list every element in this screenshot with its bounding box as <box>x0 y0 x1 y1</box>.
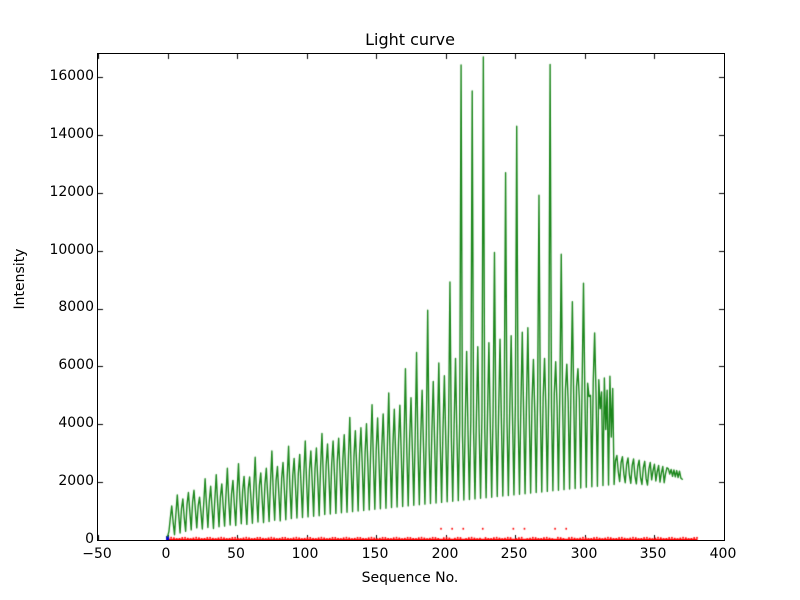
x-tick-label-50: 50 <box>227 546 245 562</box>
x-tick-label-150: 150 <box>361 546 389 562</box>
light-curve-plot <box>98 54 724 540</box>
y-tick-label-6000: 6000 <box>58 357 94 373</box>
y-tick-label-2000: 2000 <box>58 473 94 489</box>
plot-area <box>97 53 725 541</box>
x-tick-label-300: 300 <box>570 546 598 562</box>
y-tick-label-4000: 4000 <box>58 415 94 431</box>
x-axis-label: Sequence No. <box>361 570 459 586</box>
x-tick-label-250: 250 <box>500 546 528 562</box>
y-tick-label-10000: 10000 <box>49 242 94 258</box>
x-tick-label-200: 200 <box>431 546 459 562</box>
x-tick-label-400: 400 <box>709 546 737 562</box>
x-tick-label-100: 100 <box>291 546 319 562</box>
x-tick-label-neg50: −50 <box>82 546 112 562</box>
y-tick-label-0: 0 <box>85 531 94 547</box>
y-tick-label-16000: 16000 <box>49 68 94 84</box>
y-tick-label-8000: 8000 <box>58 299 94 315</box>
x-tick-label-350: 350 <box>639 546 667 562</box>
x-tick-label-0: 0 <box>161 546 171 562</box>
page-title: Light curve <box>365 30 455 49</box>
y-tick-label-12000: 12000 <box>49 184 94 200</box>
y-tick-label-14000: 14000 <box>49 126 94 142</box>
y-axis-label: Intensity <box>12 248 28 310</box>
